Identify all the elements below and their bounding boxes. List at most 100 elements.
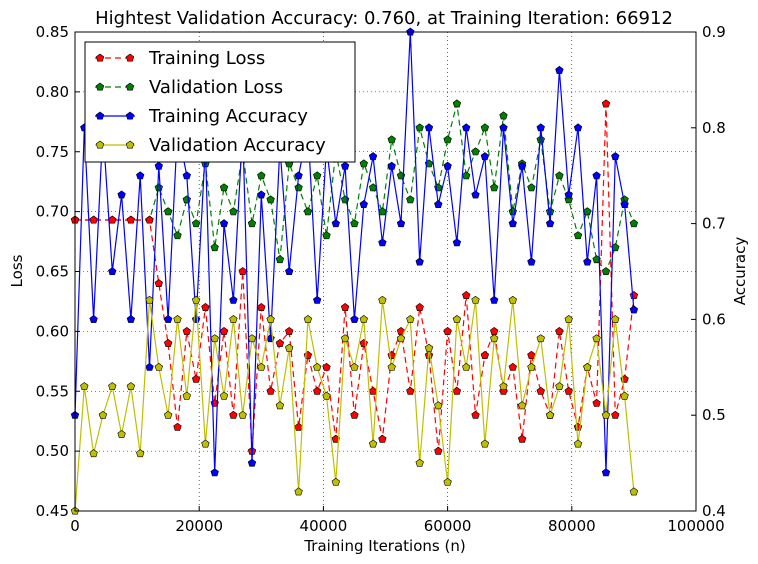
validation-accuracy-point [238, 410, 247, 419]
legend: Training Loss Validation Loss Training Acc… [84, 41, 356, 163]
validation-accuracy-point [247, 334, 257, 343]
training-loss-point [490, 327, 499, 335]
training-loss-point [601, 99, 611, 108]
y2-axis-label: Accuracy [731, 237, 749, 306]
validation-loss-point [471, 147, 480, 156]
validation-loss-point [247, 219, 257, 228]
training-accuracy-point [462, 123, 471, 132]
validation-accuracy-point [173, 315, 182, 323]
training-loss-point [303, 350, 313, 359]
validation-accuracy-point [406, 315, 415, 323]
training-accuracy-point [527, 257, 536, 266]
validation-accuracy-point [80, 382, 89, 391]
x-tick-label: 100000 [667, 517, 724, 535]
training-loss-point [285, 327, 294, 335]
training-loss-point [173, 422, 182, 431]
validation-accuracy-point [257, 362, 266, 371]
training-accuracy-point [499, 123, 508, 132]
validation-accuracy-point [163, 410, 173, 419]
training-loss-point [154, 279, 163, 288]
training-loss-point [480, 350, 490, 359]
training-loss-point [443, 327, 452, 335]
validation-loss-point [219, 183, 229, 192]
validation-loss-point [294, 183, 303, 192]
validation-loss-point [527, 183, 536, 192]
training-loss-point [378, 434, 387, 443]
validation-loss-point [359, 159, 368, 168]
training-accuracy-point [396, 219, 406, 228]
training-loss-point [536, 386, 545, 395]
training-accuracy-point [331, 219, 340, 228]
training-accuracy-point [210, 468, 219, 477]
validation-accuracy-point [490, 334, 499, 343]
y-tick-label: 0.55 [36, 382, 69, 400]
training-accuracy-point [89, 315, 98, 323]
training-accuracy-point [583, 257, 592, 266]
training-accuracy-point [555, 65, 564, 74]
training-loss-point [471, 410, 480, 419]
validation-accuracy-point [387, 362, 396, 371]
training-accuracy-point [424, 123, 434, 132]
training-accuracy-point [611, 152, 620, 161]
training-loss-point [340, 303, 350, 312]
y2-tick-label: 0.9 [702, 23, 726, 41]
training-loss-point [322, 362, 331, 371]
legend-marker-validation-accuracy [125, 140, 135, 149]
training-loss-point [294, 422, 303, 431]
training-accuracy-point [126, 315, 136, 323]
training-loss-point [191, 374, 201, 383]
legend-marker-validation-loss [125, 82, 135, 91]
validation-accuracy-point [108, 382, 117, 391]
validation-loss-point [182, 195, 191, 204]
training-accuracy-point [536, 123, 545, 132]
validation-accuracy-point [117, 430, 126, 438]
training-loss-point [229, 410, 238, 419]
training-accuracy-point [257, 190, 266, 199]
validation-accuracy-point [322, 391, 331, 400]
training-loss-point [564, 386, 573, 395]
validation-accuracy-point [294, 487, 303, 496]
training-accuracy-point [508, 219, 517, 228]
validation-loss-point [555, 171, 564, 180]
training-loss-point [415, 303, 424, 312]
validation-accuracy-point [154, 362, 163, 371]
training-accuracy-point [294, 171, 303, 180]
training-loss-point [406, 386, 415, 395]
validation-accuracy-point [601, 410, 611, 419]
training-loss-point [126, 215, 136, 224]
validation-accuracy-point [201, 439, 210, 448]
training-accuracy-point [434, 200, 443, 208]
validation-loss-point [275, 255, 285, 264]
validation-accuracy-point [415, 458, 424, 467]
legend-label-validation-accuracy: Validation Accuracy [149, 135, 326, 156]
validation-loss-point [210, 243, 219, 252]
validation-accuracy-point [620, 391, 629, 400]
x-tick-label: 80000 [548, 517, 596, 535]
training-accuracy-point [340, 161, 350, 170]
training-accuracy-point [545, 219, 555, 228]
training-accuracy-point [452, 238, 462, 247]
training-accuracy-point [285, 267, 294, 276]
y-axis-right: 0.4 0.5 0.6 0.7 0.8 0.9 [691, 23, 726, 520]
validation-accuracy-point [424, 343, 434, 352]
training-accuracy-point [368, 152, 378, 161]
training-accuracy-point [117, 190, 126, 199]
legend-marker-training-accuracy [95, 111, 105, 120]
chart-title: Hightest Validation Accuracy: 0.760, at … [95, 8, 673, 29]
training-loss-point [350, 410, 359, 419]
validation-accuracy-point [98, 410, 108, 419]
validation-loss-point [154, 183, 163, 192]
validation-accuracy-point [555, 382, 564, 391]
validation-accuracy-point [331, 477, 340, 486]
training-loss-point [452, 386, 462, 395]
validation-accuracy-point [340, 334, 350, 343]
x-axis-label: Training Iterations (n) [303, 537, 465, 555]
validation-accuracy-point [126, 382, 136, 391]
validation-accuracy-point [527, 362, 536, 371]
training-accuracy-point [601, 468, 611, 477]
x-axis: 0 20000 40000 60000 80000 100000 [70, 506, 725, 535]
training-accuracy-point [387, 161, 396, 170]
validation-accuracy-point [592, 334, 601, 343]
legend-marker-validation-accuracy [95, 140, 105, 149]
validation-accuracy-point [545, 410, 555, 419]
